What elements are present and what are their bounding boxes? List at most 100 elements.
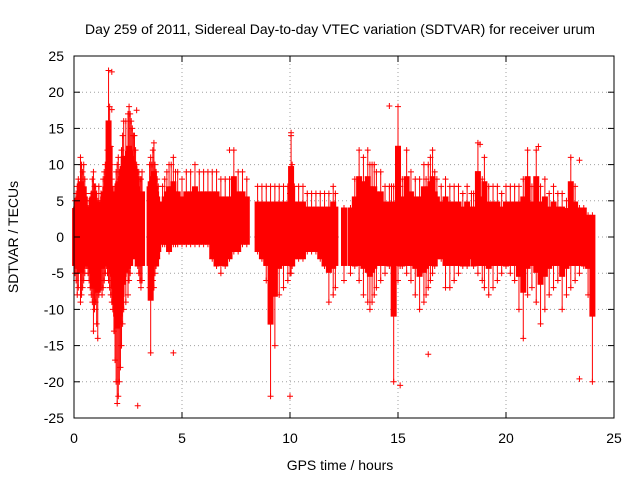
- data-point: [154, 255, 161, 262]
- data-point: [533, 147, 540, 154]
- data-point: [226, 255, 233, 262]
- outlier-point: [477, 141, 484, 148]
- data-point: [166, 248, 173, 255]
- data-point: [425, 284, 432, 291]
- data-point: [589, 378, 596, 385]
- outlier-point: [133, 107, 140, 114]
- data-point: [79, 168, 86, 175]
- data-point: [550, 183, 557, 190]
- data-point: [100, 284, 107, 291]
- data-point: [395, 103, 401, 110]
- data-point: [541, 306, 548, 313]
- x-axis-label: GPS time / hours: [287, 457, 394, 473]
- data-point: [364, 147, 371, 154]
- data-point: [125, 291, 131, 298]
- data-point: [150, 284, 157, 291]
- data-point: [152, 161, 158, 168]
- data-point: [276, 291, 283, 298]
- data-point: [550, 284, 557, 291]
- data-point: [119, 320, 126, 327]
- data-point: [498, 190, 505, 197]
- axis-ticks: 0 5 10 15 20 25 -25 -20 -15 -10 -5 0 5 10 15 20 25: [44, 48, 622, 446]
- data-point: [94, 335, 101, 342]
- x-tick-label: 15: [390, 430, 406, 446]
- data-point: [289, 161, 296, 168]
- outlier-point: [134, 402, 141, 409]
- data-point: [132, 147, 139, 154]
- data-point: [559, 190, 566, 197]
- data-point: [416, 306, 423, 313]
- outlier-point: [576, 375, 583, 382]
- data-point: [243, 241, 250, 248]
- data-point: [429, 270, 436, 277]
- x-tick-label: 5: [178, 430, 186, 446]
- data-point: [105, 67, 112, 74]
- data-point: [498, 270, 505, 277]
- data-point: [341, 277, 347, 284]
- data-point: [366, 306, 373, 313]
- x-tick-label: 10: [282, 430, 298, 446]
- data-point: [446, 284, 453, 291]
- data-point: [537, 183, 544, 190]
- data-point: [128, 118, 135, 125]
- data-point: [541, 176, 548, 183]
- data-point: [179, 176, 185, 183]
- data-point: [77, 154, 84, 161]
- y-tick-label: 0: [56, 229, 64, 245]
- data-point: [153, 262, 160, 269]
- data-series: [72, 67, 596, 409]
- data-point: [431, 168, 438, 175]
- data-point: [187, 168, 194, 175]
- y-axis-label: SDTVAR / TECUs: [5, 181, 21, 293]
- outlier-point: [108, 106, 115, 113]
- data-point: [149, 147, 156, 154]
- data-point: [127, 110, 134, 117]
- data-point: [222, 262, 229, 269]
- y-tick-label: 20: [48, 84, 64, 100]
- data-point: [494, 277, 501, 284]
- data-point: [524, 147, 531, 154]
- data-point: [537, 320, 544, 327]
- data-point: [154, 176, 161, 183]
- data-point: [95, 183, 102, 190]
- data-point: [576, 270, 583, 277]
- data-point: [289, 262, 296, 269]
- chart-title: Day 259 of 2011, Sidereal Day-to-day VTE…: [85, 21, 595, 37]
- data-point: [288, 270, 295, 277]
- data-point: [341, 205, 347, 212]
- outlier-point: [535, 143, 542, 150]
- data-point: [373, 284, 380, 291]
- data-point: [580, 205, 587, 212]
- data-point: [114, 400, 121, 407]
- data-point: [442, 176, 449, 183]
- data-point: [382, 270, 389, 277]
- data-point: [284, 277, 291, 284]
- data-point: [572, 183, 579, 190]
- data-point: [126, 277, 133, 284]
- data-point: [118, 342, 125, 349]
- data-point: [82, 190, 89, 197]
- data-point: [494, 183, 501, 190]
- data-point: [371, 161, 378, 168]
- data-point: [191, 161, 198, 168]
- data-point: [407, 277, 414, 284]
- data-point: [152, 270, 158, 277]
- data-point: [371, 291, 378, 298]
- data-point: [139, 277, 146, 284]
- outlier-point: [287, 393, 293, 400]
- y-tick-label: 5: [56, 193, 64, 209]
- data-point: [459, 190, 466, 197]
- data-point: [78, 291, 85, 298]
- data-point: [267, 393, 274, 400]
- data-point: [332, 190, 339, 197]
- data-point: [347, 270, 354, 277]
- data-point: [170, 154, 177, 161]
- data-point: [455, 270, 462, 277]
- data-point: [243, 176, 250, 183]
- data-point: [117, 364, 124, 371]
- data-point: [481, 284, 488, 291]
- data-point: [79, 284, 86, 291]
- data-point: [137, 284, 144, 291]
- data-point: [515, 183, 522, 190]
